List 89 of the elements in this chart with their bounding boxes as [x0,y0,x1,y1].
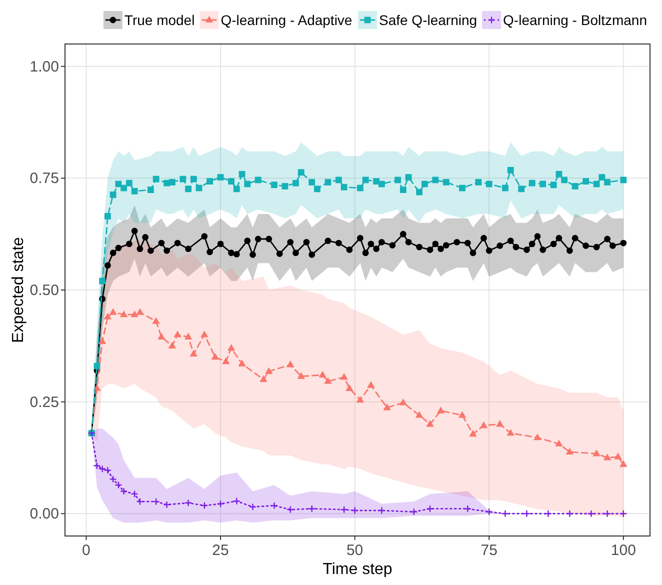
y-tick-label: 0.00 [30,506,59,523]
point [469,430,477,437]
point [480,421,488,428]
point [270,502,278,510]
point [383,403,391,410]
point [136,498,144,506]
point [297,372,305,379]
point [458,411,466,418]
point [152,498,160,506]
legend-label: Safe Q-learning [378,12,478,28]
point [136,308,144,315]
point [367,381,375,388]
point [378,506,386,514]
point [592,450,600,456]
point [534,433,542,440]
legend-label: True model [124,12,195,28]
point [190,350,198,357]
point [109,475,117,483]
y-tick-label: 0.50 [30,282,59,299]
point [506,428,514,436]
point [415,411,424,418]
point [464,504,472,513]
point [211,352,219,360]
x-tick-label: 0 [82,542,90,559]
point [426,420,434,427]
x-tick-label: 25 [212,542,229,559]
x-tick-label: 75 [480,542,498,559]
point [426,504,434,513]
point [620,510,628,518]
point [566,448,574,454]
point [410,508,418,516]
point [265,367,273,374]
point [286,506,294,514]
point [152,317,160,324]
point [603,510,612,518]
point [184,499,192,507]
point [163,500,171,508]
point [232,497,240,505]
x-tick-label: 50 [346,542,364,559]
point [603,454,612,460]
point [587,510,595,518]
y-tick-label: 1.00 [30,58,59,76]
point [566,510,574,518]
point [120,310,128,318]
point [104,312,112,320]
x-axis-title: Time step [322,561,392,578]
point [436,406,445,414]
y-tick-label: 0.75 [30,170,59,188]
x-tick-label: 100 [610,542,636,559]
point [555,440,563,446]
legend-label: Q-learning - Boltzmann [503,12,647,28]
point [184,332,192,340]
point [620,460,628,467]
legend-label: Q-learning - Adaptive [220,12,352,28]
point [174,330,182,338]
point [501,510,510,518]
point [399,398,407,406]
point [200,330,208,338]
y-tick-label: 0.25 [30,394,59,411]
point [340,506,348,514]
point [98,337,106,344]
point [614,452,622,460]
point [200,502,208,510]
point [168,342,176,348]
point [114,481,122,489]
point [238,360,246,366]
point [109,308,117,315]
point [130,490,138,498]
point [227,344,236,351]
point [216,500,224,508]
point [496,420,504,427]
point [346,384,354,391]
point [130,310,138,318]
point [324,377,332,384]
point [485,508,493,516]
point [308,504,316,513]
point [356,396,364,403]
point [120,487,128,496]
point [260,375,268,382]
point [248,503,257,511]
point [222,357,230,364]
point [286,360,294,368]
point [340,373,348,380]
point [318,370,326,378]
point [351,506,359,514]
point [522,510,531,518]
point [544,510,552,518]
y-axis-title: Expected state [10,236,27,343]
point [158,332,166,340]
